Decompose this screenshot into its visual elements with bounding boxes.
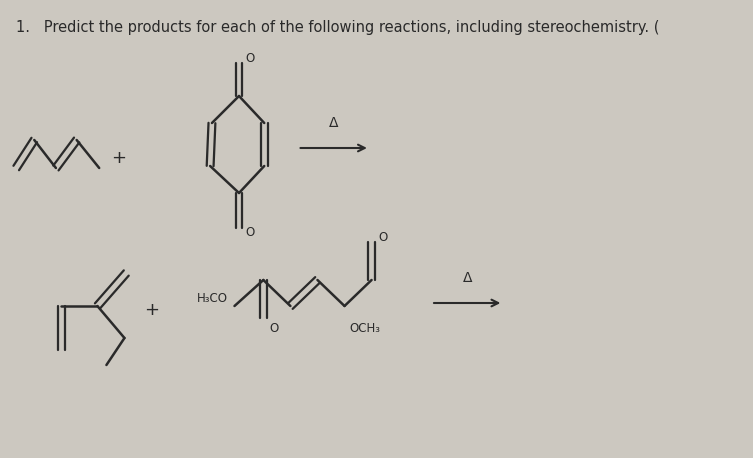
Text: +: +: [144, 301, 159, 319]
Text: O: O: [245, 53, 255, 65]
Text: +: +: [111, 149, 127, 167]
Text: H₃CO: H₃CO: [197, 291, 227, 305]
Text: Δ: Δ: [462, 271, 472, 285]
Text: O: O: [270, 322, 279, 334]
Text: O: O: [245, 227, 255, 240]
Text: OCH₃: OCH₃: [349, 322, 380, 335]
Text: O: O: [378, 231, 387, 245]
Text: Δ: Δ: [329, 116, 338, 130]
Text: 1.   Predict the products for each of the following reactions, including stereoc: 1. Predict the products for each of the …: [17, 20, 660, 35]
